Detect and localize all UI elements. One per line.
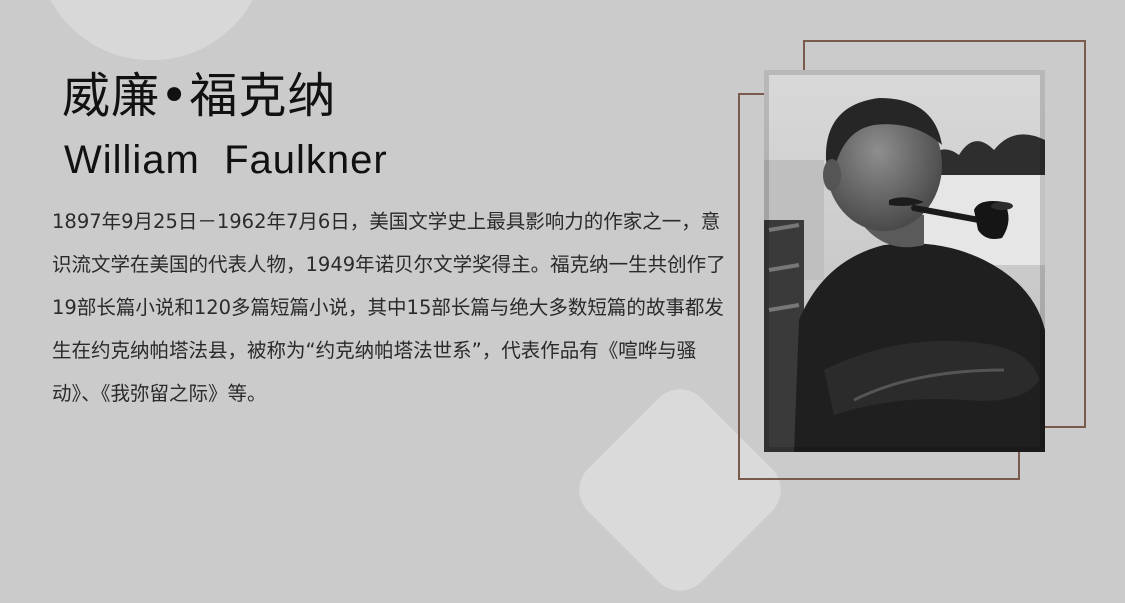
biography-text: 1897年9月25日－1962年7月6日，美国文学史上最具影响力的作家之一，意识…: [52, 200, 732, 415]
background-shape-top: [29, 0, 282, 75]
portrait-photo: [764, 70, 1045, 452]
title-english: William Faulkner: [64, 140, 388, 180]
title-chinese: 威廉•福克纳: [62, 72, 336, 120]
